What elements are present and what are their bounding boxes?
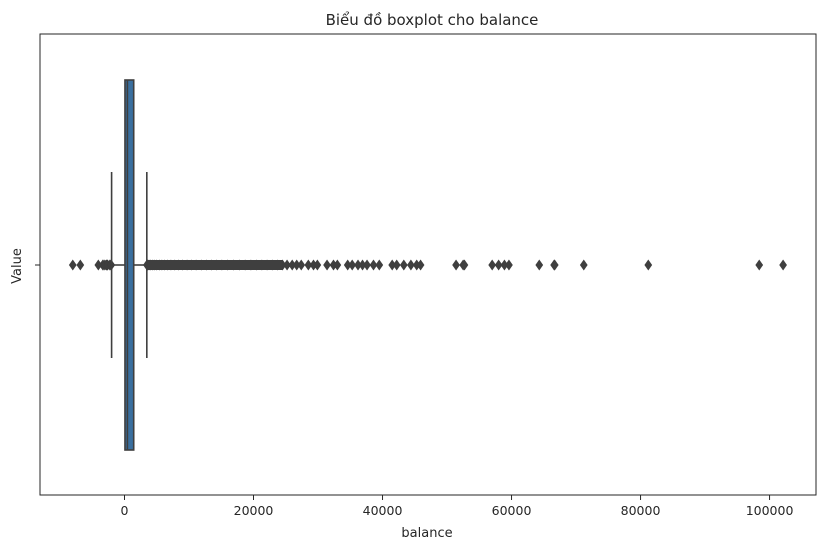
x-tick-label: 40000 [363, 503, 403, 518]
outlier-point [363, 259, 371, 271]
outlier-point [369, 259, 378, 271]
outlier-point [407, 259, 415, 271]
iqr-box [124, 79, 135, 451]
outlier-point [283, 259, 291, 271]
outlier-point [68, 259, 77, 271]
x-axis-label: balance [401, 526, 452, 541]
x-tick-label: 20000 [234, 503, 274, 518]
outlier-point [644, 259, 653, 271]
outlier-point [550, 259, 559, 271]
outlier-point [494, 259, 503, 271]
outlier-point [779, 259, 787, 271]
outlier-points [68, 259, 787, 271]
outlier-point [297, 259, 306, 271]
y-axis-label: Value [10, 248, 25, 284]
chart-title: Biểu đồ boxplot cho balance [326, 11, 539, 29]
outlier-point [313, 259, 322, 271]
outlier-point [375, 259, 384, 271]
x-tick-label: 60000 [492, 503, 532, 518]
outlier-point [535, 259, 544, 271]
outlier-point [399, 259, 408, 271]
outlier-dense-band [146, 260, 283, 270]
outlier-point [505, 259, 513, 271]
x-axis: 0 20000 40000 60000 80000 100000 [121, 495, 794, 518]
outlier-point [323, 259, 331, 271]
x-tick-label: 0 [121, 503, 129, 518]
outlier-point [452, 259, 460, 271]
outlier-point [392, 259, 401, 271]
x-tick-label: 100000 [746, 503, 794, 518]
outlier-point [416, 259, 425, 271]
outlier-point [579, 259, 588, 271]
outlier-point [460, 259, 469, 271]
box-element [110, 79, 148, 451]
outlier-point [755, 259, 764, 271]
outlier-point [488, 259, 497, 271]
outlier-point [333, 259, 342, 271]
x-tick-label: 80000 [621, 503, 661, 518]
outlier-point [348, 259, 357, 271]
outlier-point [76, 259, 85, 271]
outlier-point [304, 259, 313, 271]
